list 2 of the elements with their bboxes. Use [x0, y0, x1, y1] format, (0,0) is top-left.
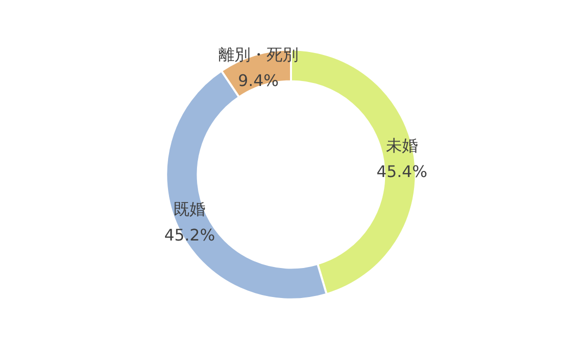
- slice-label: 既婚: [174, 200, 206, 219]
- data-label: 9.4%: [238, 70, 279, 90]
